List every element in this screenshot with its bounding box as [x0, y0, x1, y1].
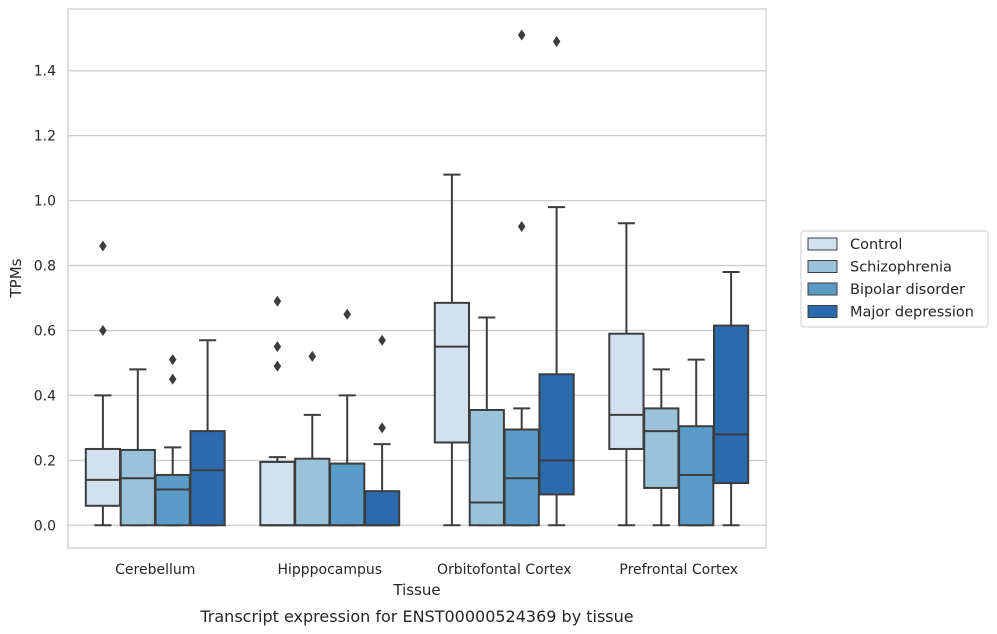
legend-label: Control [850, 237, 902, 253]
chart-caption: Transcript expression for ENST0000052436… [199, 607, 633, 626]
x-tick-labels: Cerebellum Hipppocampus Orbitofontal Corte… [115, 562, 738, 578]
box-body [468, 409, 505, 527]
box-2-3 [538, 35, 575, 527]
legend-label: Schizophrenia [850, 260, 952, 276]
box-0-1 [119, 368, 156, 527]
outlier-point [273, 341, 282, 353]
legend-swatch [807, 260, 838, 273]
box-2-1 [468, 316, 505, 527]
box-body [294, 457, 331, 527]
y-tick-label: 0.8 [34, 259, 56, 275]
x-tick-label: Hipppocampus [277, 562, 382, 578]
box-body [154, 473, 191, 527]
y-tick-label: 0.6 [34, 323, 56, 339]
outlier-point [99, 324, 107, 336]
outlier-point [517, 221, 526, 233]
box-body [363, 490, 401, 527]
y-tick-label: 0.4 [34, 388, 56, 404]
outlier-point [99, 240, 107, 252]
outlier-point [517, 29, 526, 41]
y-axis-label: TPMs [7, 258, 25, 298]
outlier-point [552, 35, 561, 47]
legend-label: Bipolar disorder [850, 282, 965, 298]
x-tick-label: Prefrontal Cortex [619, 562, 738, 578]
box-body [259, 460, 296, 527]
box-0-0 [84, 240, 122, 527]
outlier-point [273, 360, 282, 372]
outlier-point [378, 334, 386, 346]
box-1-0 [259, 295, 296, 527]
box-2-0 [433, 173, 471, 527]
box-body [329, 462, 366, 527]
box-0-3 [189, 339, 226, 527]
outlier-point [168, 373, 177, 385]
legend-swatch [807, 282, 838, 296]
legend: Control Schizophrenia Bipolar disorder Majo… [800, 230, 989, 328]
y-tick-label: 1.0 [34, 194, 56, 210]
box-2-2 [503, 29, 540, 527]
box-1-3 [363, 334, 401, 527]
box-1-2 [329, 308, 366, 527]
outlier-point [343, 308, 351, 320]
box-3-2 [678, 358, 715, 527]
legend-frame [800, 230, 989, 328]
y-tick-label: 0.0 [34, 518, 56, 534]
outlier-point [378, 422, 386, 434]
box-0-2 [154, 354, 191, 527]
outlier-point [168, 354, 177, 366]
box-body [189, 430, 226, 527]
box-body [712, 324, 750, 485]
legend-label: Major depression [850, 305, 974, 321]
plot-frame [67, 8, 767, 549]
outlier-point [273, 295, 282, 307]
grid-lines [68, 70, 766, 526]
box-body [84, 447, 122, 507]
x-tick-label: Orbitofontal Cortex [437, 562, 572, 578]
x-axis-label: Tissue [392, 581, 440, 599]
y-tick-label: 0.2 [34, 453, 56, 469]
box-body [433, 301, 471, 444]
box-3-3 [712, 271, 750, 527]
legend-swatch [807, 237, 838, 251]
x-tick-label: Cerebellum [115, 562, 195, 578]
legend-swatch [807, 305, 838, 318]
y-tick-label: 1.2 [34, 129, 56, 145]
boxes [84, 29, 750, 527]
box-body [538, 373, 575, 496]
box-body [643, 407, 680, 489]
box-body [119, 448, 156, 527]
y-tick-labels: 0.0 0.2 0.4 0.6 0.8 1.0 1.2 1.4 [34, 64, 56, 535]
box-3-1 [643, 368, 680, 527]
box-3-0 [608, 222, 645, 527]
box-body [608, 332, 645, 450]
y-tick-label: 1.4 [34, 64, 56, 80]
box-1-1 [294, 350, 331, 527]
outlier-point [308, 350, 317, 362]
